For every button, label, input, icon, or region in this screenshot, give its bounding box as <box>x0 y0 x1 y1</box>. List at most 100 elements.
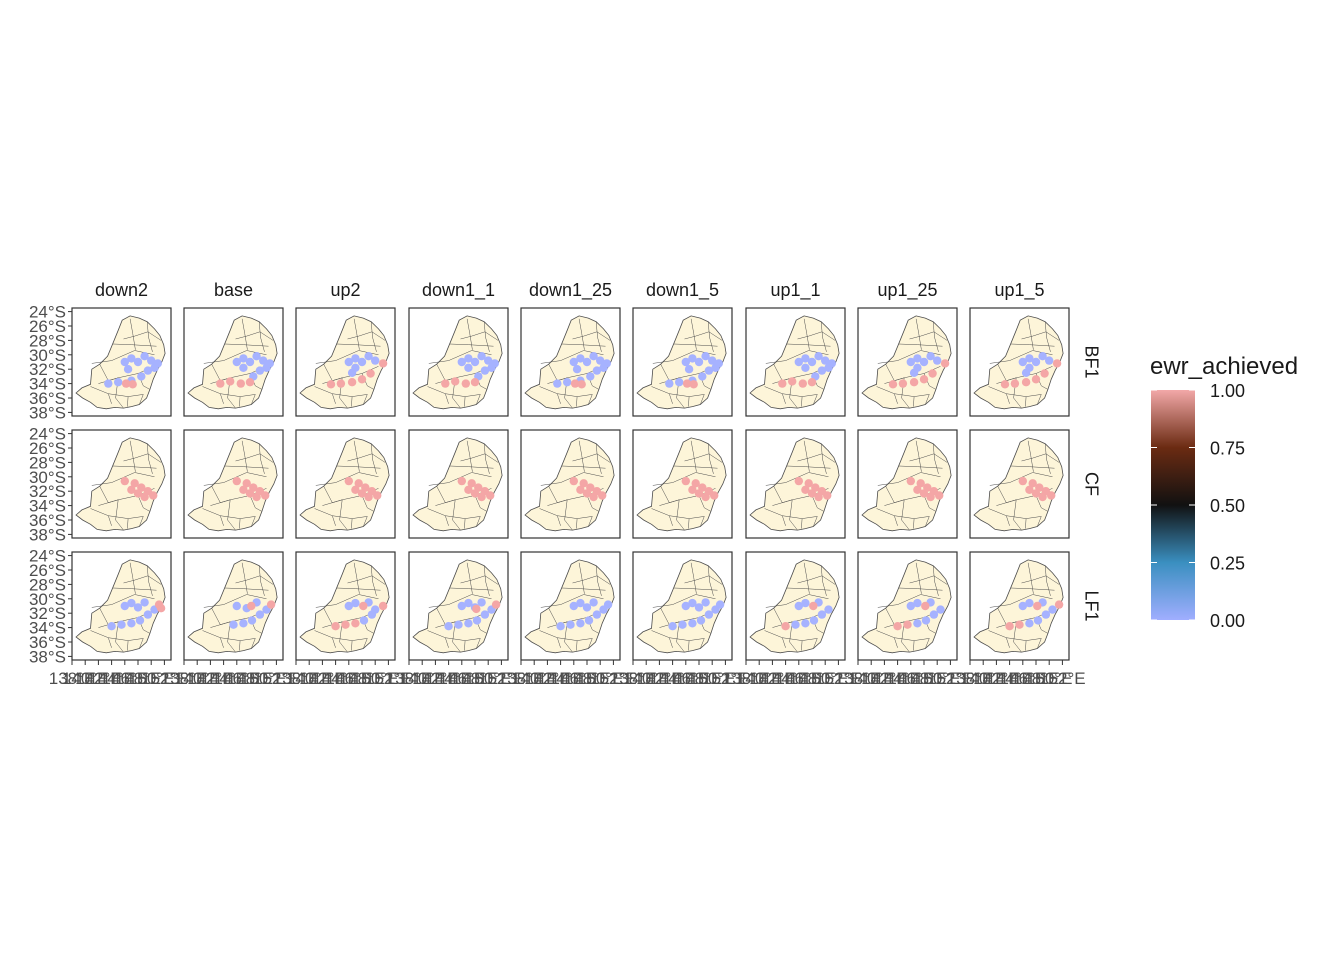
catchment-boundary <box>539 630 593 641</box>
gauge-point-not-achieved <box>472 616 482 625</box>
gauge-point-achieved <box>935 491 944 500</box>
gauge-point-achieved <box>359 601 368 611</box>
catchment-boundary <box>203 594 267 608</box>
x-tick-label: 150°E <box>1026 669 1073 688</box>
gauge-point-achieved <box>1028 479 1037 488</box>
x-tick-label: 148°E <box>227 669 274 688</box>
catchment-boundary <box>586 495 600 512</box>
gauge-point-achieved <box>888 380 898 389</box>
catchment-boundary <box>1010 587 1055 591</box>
gauge-point-not-achieved <box>480 366 490 375</box>
basin-outline <box>187 437 278 532</box>
catchment-boundary <box>932 322 939 352</box>
basin-outline <box>636 315 727 410</box>
gauge-point-not-achieved <box>351 354 360 363</box>
catchment-boundary <box>595 322 602 352</box>
gauge-point-not-achieved <box>364 352 373 361</box>
y-tick-label: 36°S <box>29 511 66 530</box>
catchment-boundary <box>452 499 461 531</box>
catchment-boundary <box>1013 621 1022 653</box>
gauge-point-achieved <box>898 379 908 388</box>
catchment-boundary <box>1025 640 1027 651</box>
gauge-point-not-achieved <box>926 352 935 361</box>
catchment-boundary <box>127 640 129 651</box>
catchment-boundary <box>595 444 602 474</box>
x-tick-label: 148°E <box>564 669 611 688</box>
x-tick-label: 140°E <box>286 669 333 688</box>
catchment-boundary <box>227 621 236 653</box>
gauge-point-achieved <box>809 601 818 611</box>
x-tick-label: 142°E <box>412 669 459 688</box>
catchment-boundary <box>314 386 368 397</box>
x-tick-label: 142°E <box>299 669 346 688</box>
y-tick-label: 32°S <box>29 360 66 379</box>
gauge-point-not-achieved <box>245 357 255 367</box>
gauge-point-not-achieved <box>589 598 598 607</box>
catchment-boundary <box>251 516 256 527</box>
x-tick-label: 144°E <box>537 669 584 688</box>
gauge-point-not-achieved <box>715 600 725 609</box>
catchment-boundary <box>146 566 153 596</box>
gauge-point-achieved <box>794 476 803 486</box>
catchment-boundary <box>91 594 155 608</box>
catchment-boundary <box>251 638 256 649</box>
x-tick-label: 138°E <box>610 669 657 688</box>
catchment-boundary <box>797 331 836 341</box>
gauge-point-achieved <box>1047 491 1056 500</box>
catchment-boundary <box>789 499 798 531</box>
catchment-boundary <box>1021 575 1060 585</box>
x-tick-label: 140°E <box>848 669 895 688</box>
catchment-boundary <box>139 516 144 527</box>
legend-tick-label: 0.75 <box>1210 439 1245 459</box>
gauge-point-achieved <box>354 479 363 488</box>
catchment-boundary <box>803 440 810 472</box>
gauge-point-not-achieved <box>367 610 377 619</box>
gauge-point-not-achieved <box>464 363 473 372</box>
catchment-boundary <box>449 465 494 469</box>
gauge-point-not-achieved <box>247 616 257 625</box>
gauge-point-not-achieved <box>708 356 717 365</box>
catchment-boundary <box>115 621 124 653</box>
basin-outline <box>75 559 166 654</box>
catchment-boundary <box>428 594 492 608</box>
catchment-boundary <box>127 396 129 407</box>
gauge-point-not-achieved <box>801 354 810 363</box>
gauge-point-achieved <box>491 600 501 609</box>
catchment-boundary <box>690 440 697 472</box>
gauge-point-achieved <box>928 369 937 378</box>
catchment-boundary <box>576 518 578 529</box>
gauge-point-not-achieved <box>688 619 697 628</box>
catchment-boundary <box>915 562 922 594</box>
catchment-boundary <box>427 630 481 641</box>
gauge-point-achieved <box>919 489 929 498</box>
x-tick-label: 138°E <box>947 669 994 688</box>
gauge-point-achieved <box>694 489 704 498</box>
gauge-point-achieved <box>242 479 251 488</box>
catchment-boundary <box>1035 495 1049 512</box>
map-panel <box>408 429 509 539</box>
x-tick-label: 146°E <box>439 669 486 688</box>
gauge-point-not-achieved <box>794 601 803 611</box>
gauge-point-achieved <box>1033 601 1042 611</box>
gauge-point-not-achieved <box>262 363 271 372</box>
catchment-boundary <box>99 486 119 503</box>
catchment-boundary <box>803 562 810 594</box>
catchment-boundary <box>925 394 930 405</box>
gauge-point-not-achieved <box>589 352 598 361</box>
gauge-point-not-achieved <box>487 363 496 372</box>
catchment-boundary <box>773 486 793 503</box>
catchment-boundary <box>436 486 456 503</box>
gauge-point-achieved <box>823 491 832 500</box>
gauge-point-not-achieved <box>913 619 922 628</box>
map-panel <box>745 551 846 661</box>
x-tick-label: 146°E <box>214 669 261 688</box>
basin-outline <box>524 315 615 410</box>
gauge-point-not-achieved <box>143 610 153 619</box>
x-tick-label: 150°E <box>352 669 399 688</box>
catchment-boundary <box>894 393 898 404</box>
gauge-point-not-achieved <box>701 352 710 361</box>
catchment-boundary <box>782 637 786 648</box>
gauge-point-not-achieved <box>566 620 575 629</box>
y-tick-label: 28°S <box>29 453 66 472</box>
